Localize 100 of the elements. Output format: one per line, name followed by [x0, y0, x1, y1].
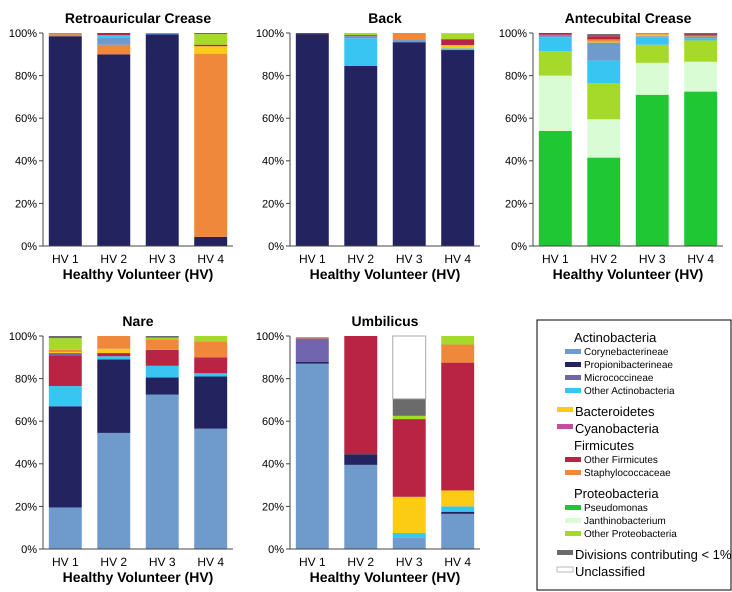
y-tick-label: 100% — [256, 28, 284, 40]
bar — [392, 496, 426, 534]
bar — [441, 50, 474, 246]
legend-label: Propionibacterineae — [584, 360, 674, 371]
bar — [296, 34, 329, 246]
x-axis-title: Healthy Volunteer (HV) — [62, 266, 214, 282]
bar — [587, 39, 620, 42]
bar — [538, 130, 572, 246]
bar — [636, 44, 669, 63]
x-tick-label: HV 4 — [687, 252, 714, 266]
legend-label: Pseudomonas — [584, 503, 648, 514]
y-tick-label: 0% — [268, 240, 284, 253]
bar — [392, 533, 426, 538]
bar — [146, 339, 179, 350]
x-tick-label: HV 3 — [148, 252, 176, 266]
bar — [48, 355, 82, 386]
bar — [194, 373, 228, 376]
y-tick-label: 20% — [504, 198, 528, 210]
chart-title: Umbilicus — [352, 313, 419, 329]
chart-title: Nare — [122, 313, 154, 329]
bar — [684, 40, 718, 62]
legend-label: Corynebacterineae — [584, 347, 669, 358]
x-axis-title: Healthy Volunteer (HV) — [310, 569, 460, 585]
x-tick-label: HV 1 — [298, 252, 326, 266]
x-axis-title: Healthy Volunteer (HV) — [62, 569, 214, 585]
bar — [441, 514, 474, 549]
bar — [146, 378, 179, 395]
bar — [344, 454, 378, 465]
legend-label: Staphylococcaceae — [584, 468, 672, 479]
y-tick-label: 20% — [14, 501, 38, 514]
x-axis-title: Healthy Volunteer (HV) — [310, 266, 460, 282]
x-tick-label: HV 3 — [396, 252, 423, 266]
x-tick-label: HV 4 — [197, 252, 224, 266]
bar — [441, 39, 474, 46]
bar — [97, 353, 130, 356]
y-tick-label: 60% — [262, 416, 284, 428]
bar — [587, 42, 620, 61]
y-tick-label: 60% — [14, 113, 38, 126]
text: Firmicutes — [574, 438, 634, 453]
y-tick-label: 0% — [21, 544, 38, 556]
bar — [636, 94, 669, 246]
bar — [344, 66, 378, 246]
bar — [97, 432, 130, 549]
y-tick-label: 40% — [504, 156, 528, 168]
bar — [97, 356, 130, 360]
legend-label: Other Proteobacteria — [584, 529, 678, 540]
bar — [441, 362, 474, 490]
bar — [194, 357, 228, 374]
y-tick-label: 20% — [262, 198, 284, 210]
bar — [587, 60, 620, 84]
bar — [194, 376, 228, 429]
bar — [48, 386, 82, 406]
bar — [392, 336, 426, 400]
y-tick-label: 100% — [8, 330, 38, 343]
x-tick-label: HV 1 — [52, 555, 79, 569]
y-tick-label: 40% — [14, 156, 38, 168]
y-tick-label: 40% — [262, 156, 284, 168]
y-tick-label: 100% — [256, 330, 284, 343]
bar — [48, 338, 82, 350]
x-axis-title: Healthy Volunteer (HV) — [552, 266, 704, 282]
x-tick-label: HV 1 — [542, 252, 569, 266]
y-tick-label: 0% — [21, 240, 38, 253]
bar — [344, 336, 378, 454]
legend-label: Other Firmicutes — [584, 455, 658, 466]
bar — [636, 62, 669, 95]
y-tick-label: 80% — [262, 373, 284, 386]
bar — [146, 34, 179, 246]
bar — [684, 62, 718, 92]
x-tick-label: HV 2 — [347, 555, 374, 569]
x-tick-label: HV 4 — [444, 555, 472, 569]
bar — [441, 336, 474, 345]
y-tick-label: 60% — [504, 113, 528, 126]
x-tick-label: HV 2 — [100, 555, 128, 569]
legend-label: Cyanobacteria — [575, 421, 660, 436]
bar — [538, 76, 572, 131]
bar — [194, 46, 228, 54]
legend-label: Janthinobacterium — [584, 516, 666, 527]
bar — [392, 33, 426, 40]
legend-label: Unclassified — [575, 564, 646, 579]
bar — [97, 44, 130, 54]
y-tick-label: 80% — [14, 373, 38, 386]
legend-label: Other Actinobacteria — [584, 386, 676, 397]
bar — [48, 406, 82, 508]
y-tick-label: 80% — [262, 70, 284, 82]
bar — [194, 236, 228, 246]
bar — [684, 92, 718, 246]
bar — [636, 37, 669, 45]
y-tick-label: 100% — [498, 28, 528, 40]
bar — [344, 38, 378, 66]
bar — [538, 37, 572, 52]
bar — [441, 506, 474, 512]
x-tick-label: HV 1 — [52, 252, 79, 266]
x-tick-label: HV 4 — [444, 252, 472, 266]
bar — [296, 364, 329, 549]
y-tick-label: 60% — [262, 113, 284, 126]
bar — [441, 45, 474, 48]
chart-title: Antecubital Crease — [564, 10, 692, 26]
y-tick-label: 40% — [14, 458, 38, 471]
bar — [97, 54, 130, 246]
bar — [194, 54, 228, 237]
